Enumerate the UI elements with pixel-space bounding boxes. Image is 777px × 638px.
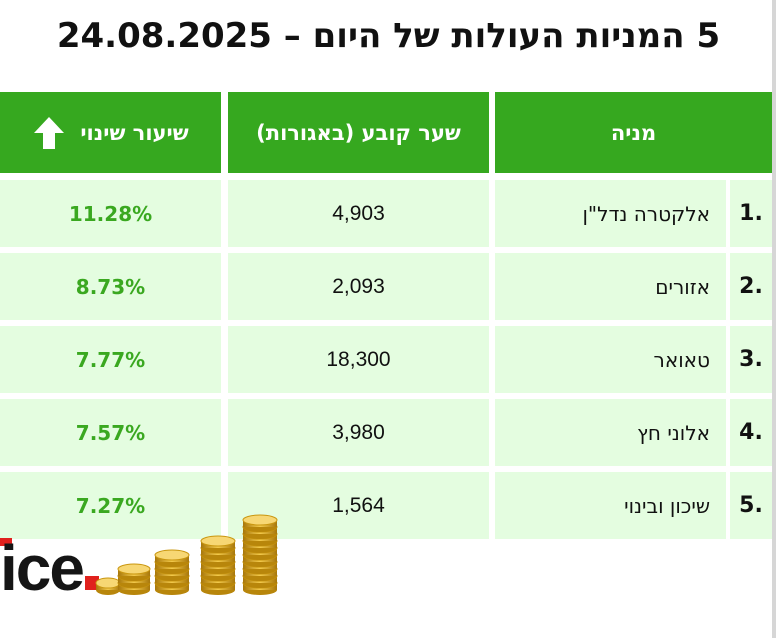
logo-accent: [0, 538, 12, 546]
frame-edge: [772, 0, 776, 638]
change-cell: 11.28%: [0, 180, 221, 247]
change-cell: 7.57%: [0, 399, 221, 466]
stock-name-cell: שיכון ובינוי: [495, 472, 726, 539]
rank-cell: 3.: [730, 326, 772, 393]
price-cell: 4,903: [228, 180, 489, 247]
stock-name-cell: אלקטרה נדל"ן: [495, 180, 726, 247]
header-price: שער קובע (באגורות): [228, 92, 489, 173]
price-cell: 3,980: [228, 399, 489, 466]
change-cell: 8.73%: [0, 253, 221, 320]
header-change: שיעור שינוי: [0, 92, 221, 173]
price-cell: 18,300: [228, 326, 489, 393]
rank-cell: 4.: [730, 399, 772, 466]
stock-name-cell: טאואר: [495, 326, 726, 393]
header-change-label: שיעור שינוי: [80, 120, 189, 145]
price-cell: 2,093: [228, 253, 489, 320]
page-title: 5 המניות העולות של היום – 24.08.2025: [56, 16, 721, 56]
header-price-label: שער קובע (באגורות): [256, 120, 461, 145]
header-stock: מניה: [495, 92, 772, 173]
logo-text: ice: [0, 532, 85, 604]
stock-name-cell: אלוני חץ: [495, 399, 726, 466]
logo-dot: [84, 576, 99, 590]
change-cell: 7.27%: [0, 472, 221, 539]
up-arrow-icon: [34, 116, 65, 149]
gold-coins-icon: [95, 514, 278, 595]
change-cell: 7.77%: [0, 326, 221, 393]
rank-cell: 2.: [730, 253, 772, 320]
ice-logo: ice: [0, 536, 99, 600]
stock-name-cell: אזורים: [495, 253, 726, 320]
rank-cell: 5.: [730, 472, 772, 539]
rank-cell: 1.: [730, 180, 772, 247]
header-stock-label: מניה: [610, 120, 657, 145]
